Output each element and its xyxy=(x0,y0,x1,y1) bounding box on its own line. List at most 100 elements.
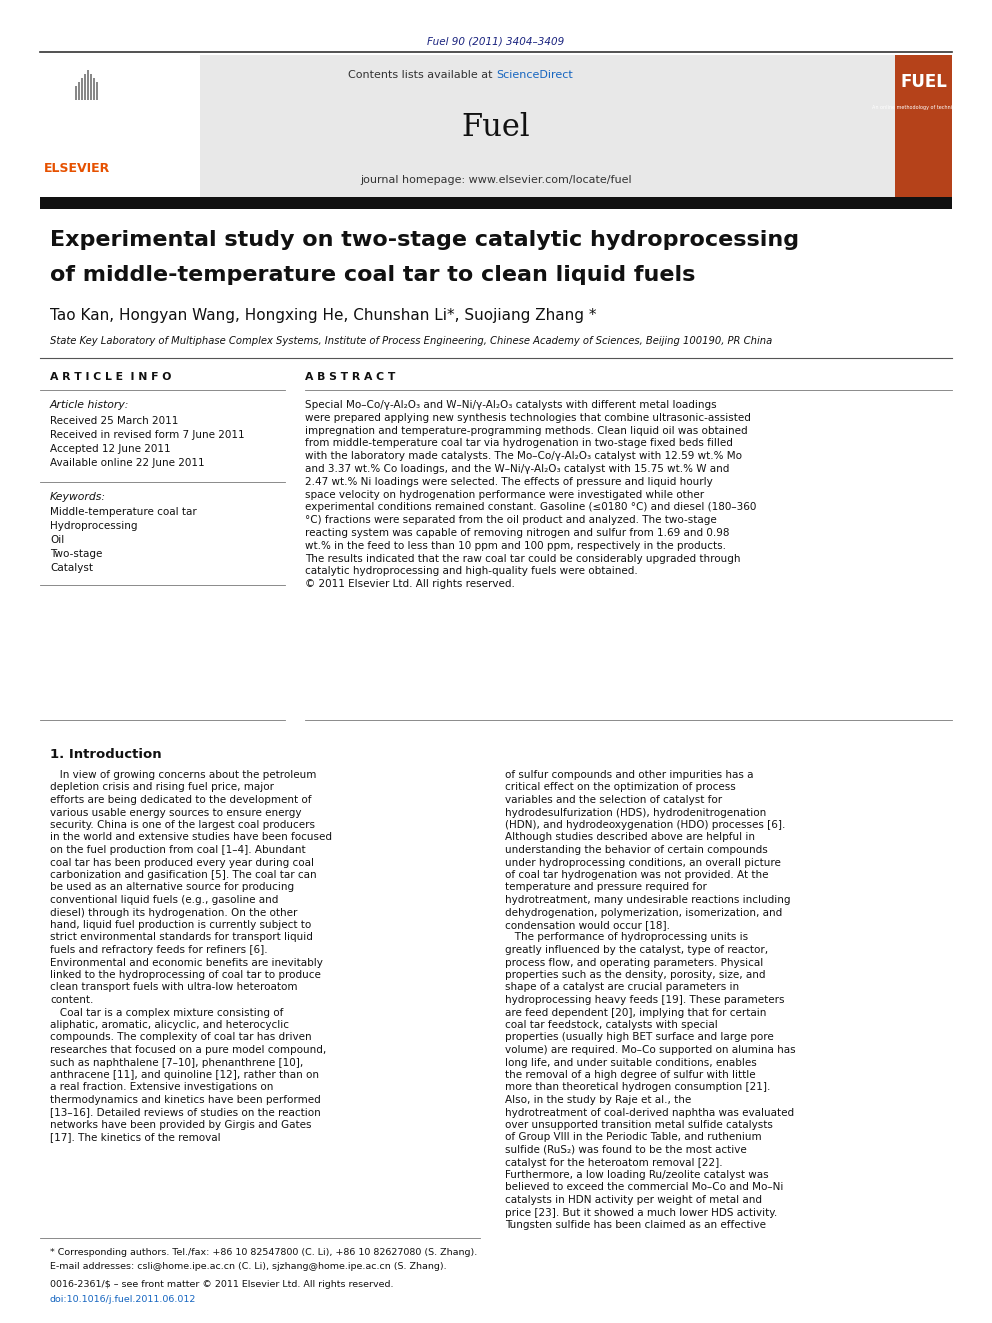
Text: depletion crisis and rising fuel price, major: depletion crisis and rising fuel price, … xyxy=(50,782,274,792)
Text: ScienceDirect: ScienceDirect xyxy=(496,70,572,79)
Text: journal homepage: www.elsevier.com/locate/fuel: journal homepage: www.elsevier.com/locat… xyxy=(360,175,632,185)
Text: Fuel 90 (2011) 3404–3409: Fuel 90 (2011) 3404–3409 xyxy=(428,36,564,46)
Text: ELSEVIER: ELSEVIER xyxy=(44,161,110,175)
Text: clean transport fuels with ultra-low heteroatom: clean transport fuels with ultra-low het… xyxy=(50,983,298,992)
Text: under hydroprocessing conditions, an overall picture: under hydroprocessing conditions, an ove… xyxy=(505,857,781,868)
Text: be used as an alternative source for producing: be used as an alternative source for pro… xyxy=(50,882,294,893)
Text: critical effect on the optimization of process: critical effect on the optimization of p… xyxy=(505,782,736,792)
Text: The results indicated that the raw coal tar could be considerably upgraded throu: The results indicated that the raw coal … xyxy=(305,553,740,564)
Text: researches that focused on a pure model compound,: researches that focused on a pure model … xyxy=(50,1045,326,1054)
Text: process flow, and operating parameters. Physical: process flow, and operating parameters. … xyxy=(505,958,763,967)
Text: impregnation and temperature-programming methods. Clean liquid oil was obtained: impregnation and temperature-programming… xyxy=(305,426,748,435)
Text: catalyst for the heteroatom removal [22].: catalyst for the heteroatom removal [22]… xyxy=(505,1158,722,1167)
Text: linked to the hydroprocessing of coal tar to produce: linked to the hydroprocessing of coal ta… xyxy=(50,970,320,980)
Text: the removal of a high degree of sulfur with little: the removal of a high degree of sulfur w… xyxy=(505,1070,756,1080)
Text: with the laboratory made catalysts. The Mo–Co/γ-Al₂O₃ catalyst with 12.59 wt.% M: with the laboratory made catalysts. The … xyxy=(305,451,742,462)
Text: conventional liquid fuels (e.g., gasoline and: conventional liquid fuels (e.g., gasolin… xyxy=(50,894,279,905)
Text: A R T I C L E  I N F O: A R T I C L E I N F O xyxy=(50,372,172,382)
Text: FUEL: FUEL xyxy=(901,73,947,91)
Text: doi:10.1016/j.fuel.2011.06.012: doi:10.1016/j.fuel.2011.06.012 xyxy=(50,1295,196,1304)
Text: An online methodology of technical topics: An online methodology of technical topic… xyxy=(872,106,975,111)
Text: and 3.37 wt.% Co loadings, and the W–Ni/γ-Al₂O₃ catalyst with 15.75 wt.% W and: and 3.37 wt.% Co loadings, and the W–Ni/… xyxy=(305,464,729,474)
Text: Oil: Oil xyxy=(50,534,64,545)
Text: greatly influenced by the catalyst, type of reactor,: greatly influenced by the catalyst, type… xyxy=(505,945,768,955)
Bar xyxy=(75,86,77,101)
Text: 2.47 wt.% Ni loadings were selected. The effects of pressure and liquid hourly: 2.47 wt.% Ni loadings were selected. The… xyxy=(305,476,712,487)
Text: * Corresponding authors. Tel./fax: +86 10 82547800 (C. Li), +86 10 82627080 (S. : * Corresponding authors. Tel./fax: +86 1… xyxy=(50,1248,477,1257)
Text: various usable energy sources to ensure energy: various usable energy sources to ensure … xyxy=(50,807,302,818)
Bar xyxy=(40,56,952,197)
Text: of middle-temperature coal tar to clean liquid fuels: of middle-temperature coal tar to clean … xyxy=(50,265,695,284)
Text: strict environmental standards for transport liquid: strict environmental standards for trans… xyxy=(50,933,312,942)
Bar xyxy=(895,56,952,197)
Text: over unsupported transition metal sulfide catalysts: over unsupported transition metal sulfid… xyxy=(505,1121,773,1130)
Text: properties (usually high BET surface and large pore: properties (usually high BET surface and… xyxy=(505,1032,774,1043)
Text: Fuel: Fuel xyxy=(461,112,531,143)
Text: Available online 22 June 2011: Available online 22 June 2011 xyxy=(50,458,204,468)
Bar xyxy=(84,74,86,101)
Text: Although studies described above are helpful in: Although studies described above are hel… xyxy=(505,832,755,843)
Text: are feed dependent [20], implying that for certain: are feed dependent [20], implying that f… xyxy=(505,1008,767,1017)
Text: such as naphthalene [7–10], phenanthrene [10],: such as naphthalene [7–10], phenanthrene… xyxy=(50,1057,304,1068)
Text: E-mail addresses: csli@home.ipe.ac.cn (C. Li), sjzhang@home.ipe.ac.cn (S. Zhang): E-mail addresses: csli@home.ipe.ac.cn (C… xyxy=(50,1262,446,1271)
Text: dehydrogenation, polymerization, isomerization, and: dehydrogenation, polymerization, isomeri… xyxy=(505,908,783,917)
Text: Tungsten sulfide has been claimed as an effective: Tungsten sulfide has been claimed as an … xyxy=(505,1220,766,1230)
Text: A B S T R A C T: A B S T R A C T xyxy=(305,372,396,382)
Text: sulfide (RuS₂) was found to be the most active: sulfide (RuS₂) was found to be the most … xyxy=(505,1144,747,1155)
Text: 0016-2361/$ – see front matter © 2011 Elsevier Ltd. All rights reserved.: 0016-2361/$ – see front matter © 2011 El… xyxy=(50,1279,394,1289)
Text: fuels and refractory feeds for refiners [6].: fuels and refractory feeds for refiners … xyxy=(50,945,268,955)
Text: understanding the behavior of certain compounds: understanding the behavior of certain co… xyxy=(505,845,768,855)
Text: Received in revised form 7 June 2011: Received in revised form 7 June 2011 xyxy=(50,430,245,441)
Text: Special Mo–Co/γ-Al₂O₃ and W–Ni/γ-Al₂O₃ catalysts with different metal loadings: Special Mo–Co/γ-Al₂O₃ and W–Ni/γ-Al₂O₃ c… xyxy=(305,400,716,410)
Text: In view of growing concerns about the petroleum: In view of growing concerns about the pe… xyxy=(50,770,316,781)
Text: [17]. The kinetics of the removal: [17]. The kinetics of the removal xyxy=(50,1132,220,1143)
Text: volume) are required. Mo–Co supported on alumina has: volume) are required. Mo–Co supported on… xyxy=(505,1045,796,1054)
Text: Environmental and economic benefits are inevitably: Environmental and economic benefits are … xyxy=(50,958,322,967)
Text: security. China is one of the largest coal producers: security. China is one of the largest co… xyxy=(50,820,315,830)
Text: of Group VIII in the Periodic Table, and ruthenium: of Group VIII in the Periodic Table, and… xyxy=(505,1132,762,1143)
Text: Contents lists available at: Contents lists available at xyxy=(348,70,496,79)
Text: variables and the selection of catalyst for: variables and the selection of catalyst … xyxy=(505,795,722,804)
Text: believed to exceed the commercial Mo–Co and Mo–Ni: believed to exceed the commercial Mo–Co … xyxy=(505,1183,784,1192)
Bar xyxy=(90,74,92,101)
Text: aliphatic, aromatic, alicyclic, and heterocyclic: aliphatic, aromatic, alicyclic, and hete… xyxy=(50,1020,289,1031)
Text: Tao Kan, Hongyan Wang, Hongxing He, Chunshan Li*, Suojiang Zhang *: Tao Kan, Hongyan Wang, Hongxing He, Chun… xyxy=(50,308,596,323)
Text: thermodynamics and kinetics have been performed: thermodynamics and kinetics have been pe… xyxy=(50,1095,320,1105)
Text: hand, liquid fuel production is currently subject to: hand, liquid fuel production is currentl… xyxy=(50,919,311,930)
Text: Accepted 12 June 2011: Accepted 12 June 2011 xyxy=(50,445,171,454)
Text: anthracene [11], and quinoline [12], rather than on: anthracene [11], and quinoline [12], rat… xyxy=(50,1070,319,1080)
Text: Hydroprocessing: Hydroprocessing xyxy=(50,521,138,531)
Text: of sulfur compounds and other impurities has a: of sulfur compounds and other impurities… xyxy=(505,770,754,781)
Text: catalytic hydroprocessing and high-quality fuels were obtained.: catalytic hydroprocessing and high-quali… xyxy=(305,566,638,577)
Bar xyxy=(40,197,952,209)
Text: compounds. The complexity of coal tar has driven: compounds. The complexity of coal tar ha… xyxy=(50,1032,311,1043)
Text: 1. Introduction: 1. Introduction xyxy=(50,747,162,761)
Text: efforts are being dedicated to the development of: efforts are being dedicated to the devel… xyxy=(50,795,311,804)
Text: hydrodesulfurization (HDS), hydrodenitrogenation: hydrodesulfurization (HDS), hydrodenitro… xyxy=(505,807,766,818)
Text: in the world and extensive studies have been focused: in the world and extensive studies have … xyxy=(50,832,332,843)
Text: on the fuel production from coal [1–4]. Abundant: on the fuel production from coal [1–4]. … xyxy=(50,845,306,855)
Text: diesel) through its hydrogenation. On the other: diesel) through its hydrogenation. On th… xyxy=(50,908,298,917)
Text: Experimental study on two-stage catalytic hydroprocessing: Experimental study on two-stage catalyti… xyxy=(50,230,800,250)
Text: shape of a catalyst are crucial parameters in: shape of a catalyst are crucial paramete… xyxy=(505,983,739,992)
Text: The performance of hydroprocessing units is: The performance of hydroprocessing units… xyxy=(505,933,748,942)
Text: © 2011 Elsevier Ltd. All rights reserved.: © 2011 Elsevier Ltd. All rights reserved… xyxy=(305,579,515,589)
Text: wt.% in the feed to less than 10 ppm and 100 ppm, respectively in the products.: wt.% in the feed to less than 10 ppm and… xyxy=(305,541,726,550)
Text: (HDN), and hydrodeoxygenation (HDO) processes [6].: (HDN), and hydrodeoxygenation (HDO) proc… xyxy=(505,820,786,830)
Text: hydroprocessing heavy feeds [19]. These parameters: hydroprocessing heavy feeds [19]. These … xyxy=(505,995,785,1005)
Text: Received 25 March 2011: Received 25 March 2011 xyxy=(50,415,179,426)
Text: long life, and under suitable conditions, enables: long life, and under suitable conditions… xyxy=(505,1057,757,1068)
Bar xyxy=(78,82,80,101)
Text: a real fraction. Extensive investigations on: a real fraction. Extensive investigation… xyxy=(50,1082,274,1093)
Text: Two-stage: Two-stage xyxy=(50,549,102,560)
Text: hydrotreatment, many undesirable reactions including: hydrotreatment, many undesirable reactio… xyxy=(505,894,791,905)
Text: Also, in the study by Raje et al., the: Also, in the study by Raje et al., the xyxy=(505,1095,691,1105)
Text: condensation would occur [18].: condensation would occur [18]. xyxy=(505,919,670,930)
Text: space velocity on hydrogenation performance were investigated while other: space velocity on hydrogenation performa… xyxy=(305,490,704,500)
Bar xyxy=(93,78,95,101)
Text: Furthermore, a low loading Ru/zeolite catalyst was: Furthermore, a low loading Ru/zeolite ca… xyxy=(505,1170,769,1180)
Text: coal tar feedstock, catalysts with special: coal tar feedstock, catalysts with speci… xyxy=(505,1020,718,1031)
Text: Article history:: Article history: xyxy=(50,400,129,410)
Bar xyxy=(81,78,83,101)
Text: more than theoretical hydrogen consumption [21].: more than theoretical hydrogen consumpti… xyxy=(505,1082,771,1093)
